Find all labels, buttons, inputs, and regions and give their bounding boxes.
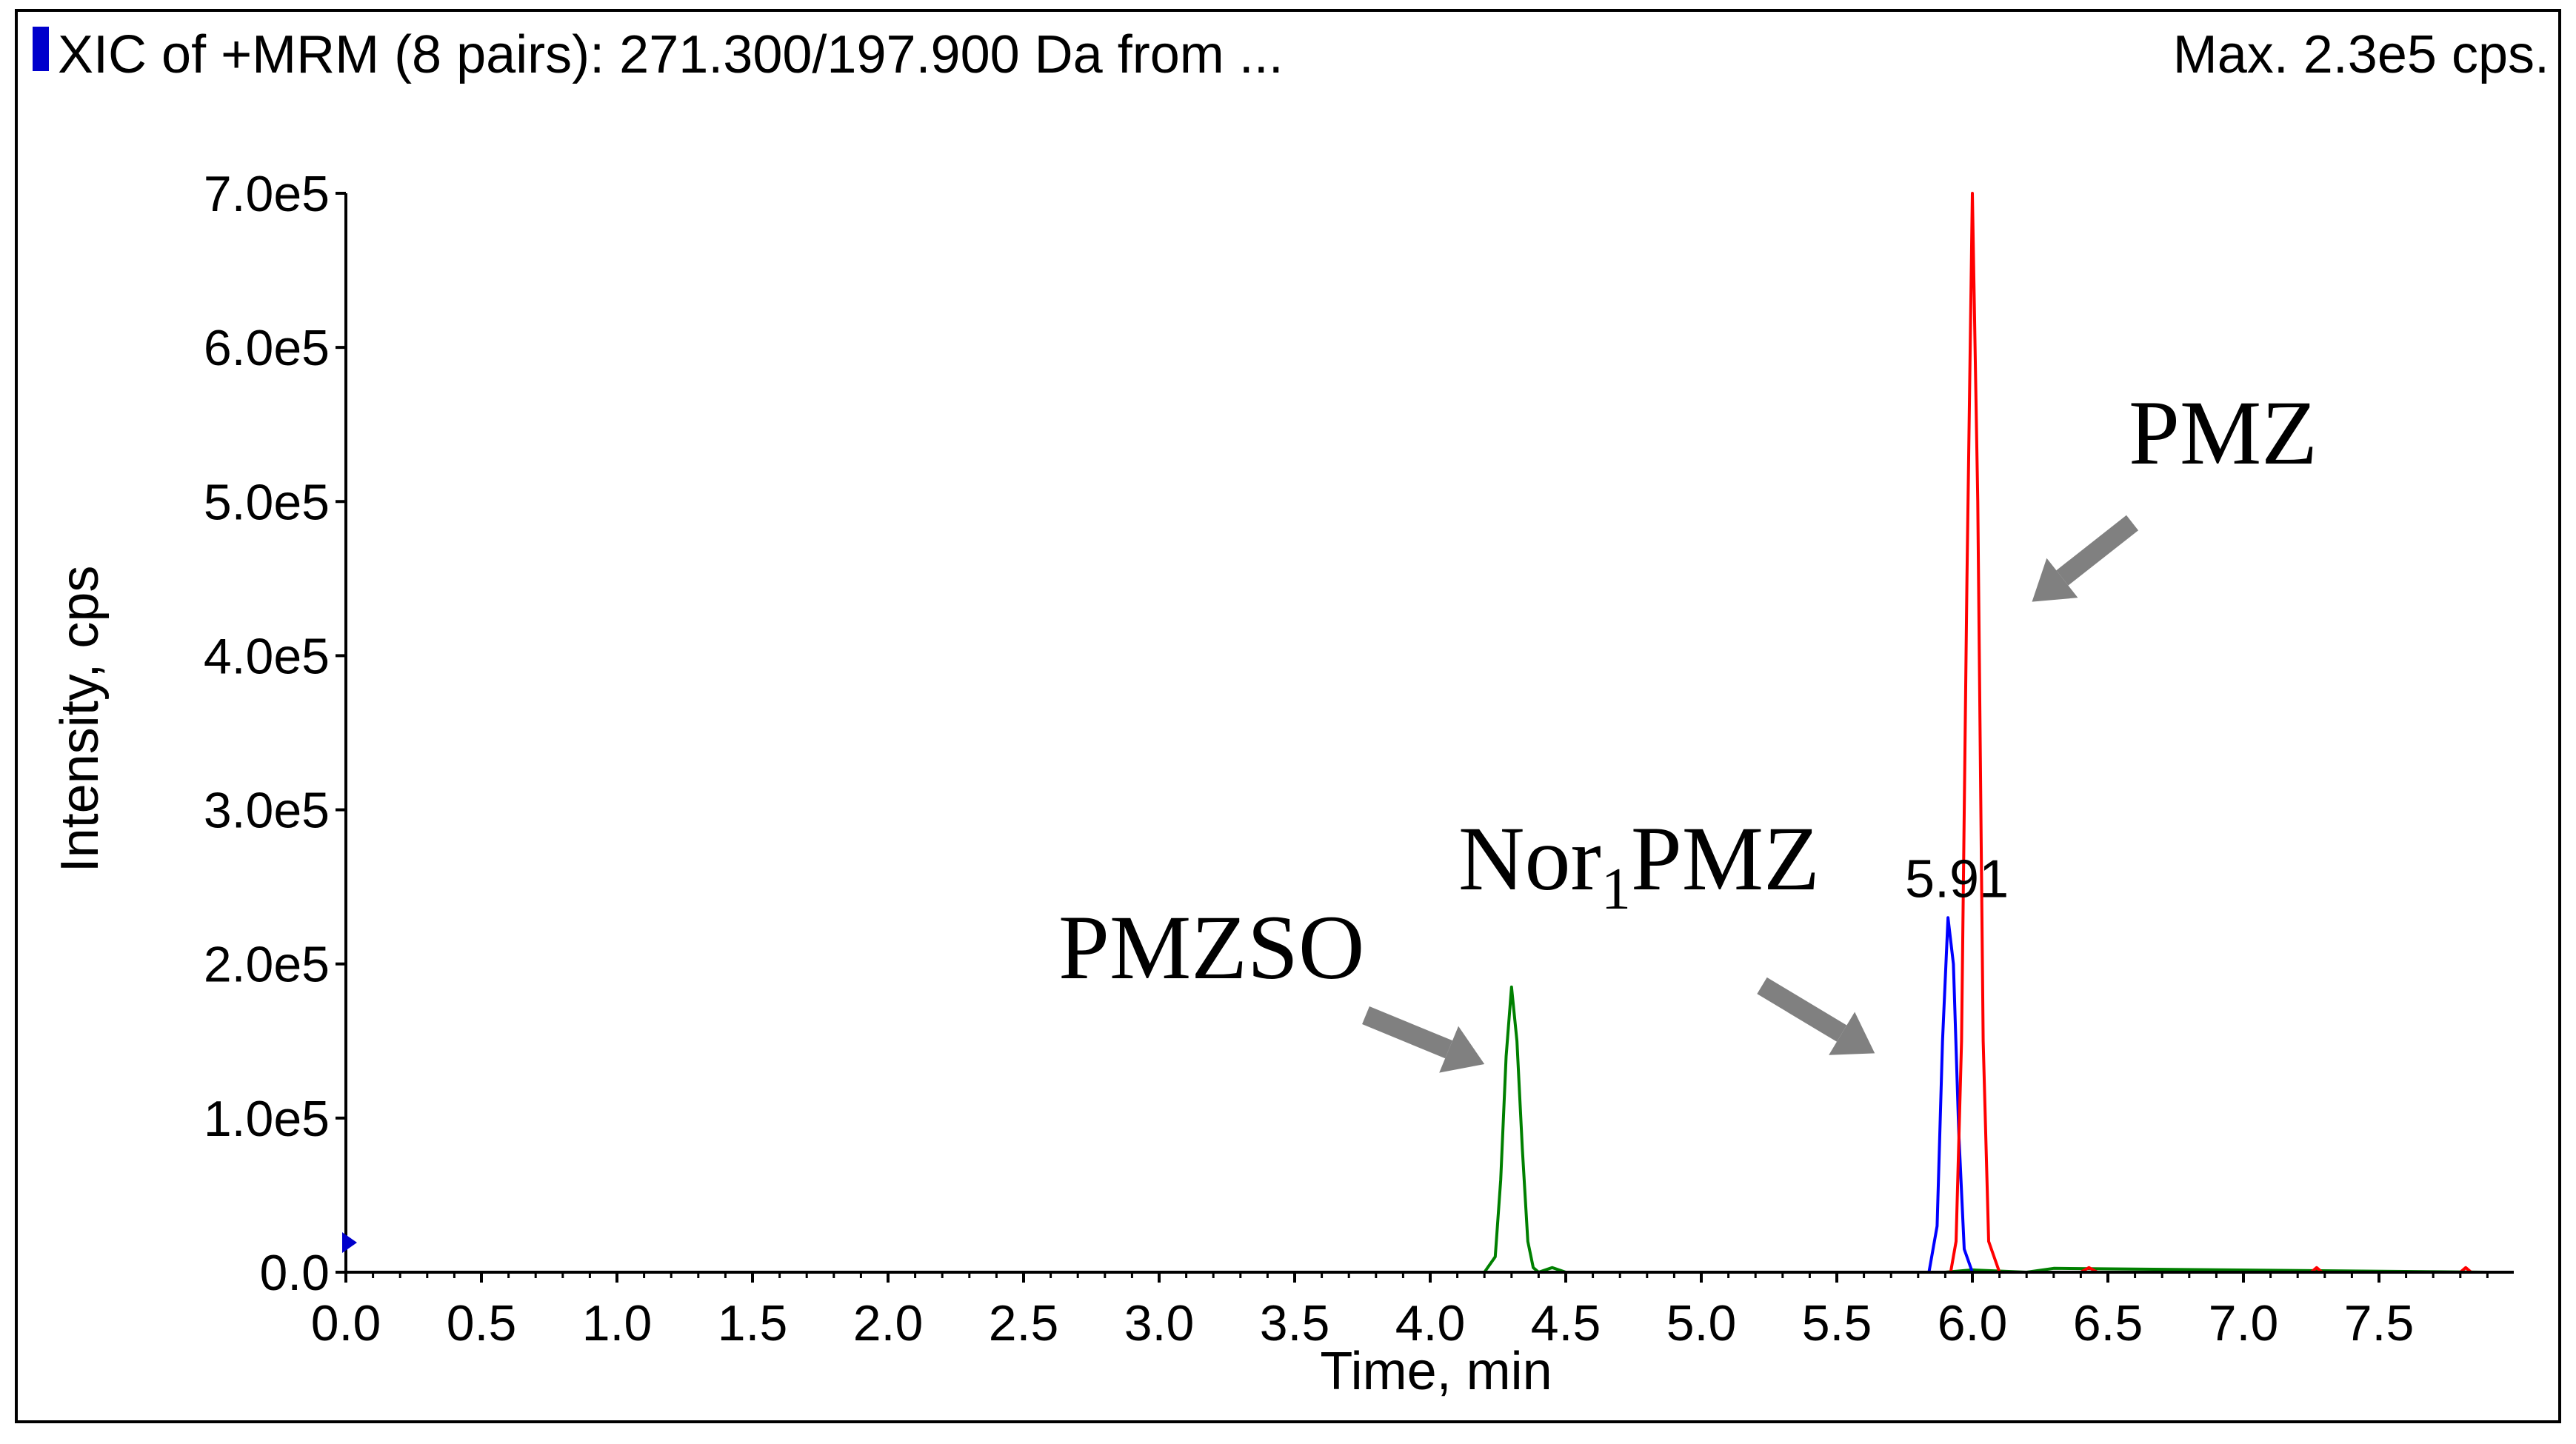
- y-tick-label: 0.0: [259, 1245, 330, 1301]
- origin-marker: [342, 1232, 357, 1253]
- x-tick-label: 5.5: [1802, 1295, 1872, 1351]
- x-tick-label: 2.5: [989, 1295, 1059, 1351]
- x-tick-label: 7.5: [2344, 1295, 2415, 1351]
- series-line-3: [346, 192, 2488, 1274]
- y-tick-label: 3.0e5: [204, 783, 330, 839]
- x-tick-label: 7.0: [2209, 1295, 2279, 1351]
- series-line-1: [346, 985, 2488, 1274]
- x-axis-label: Time, min: [1320, 1342, 1552, 1401]
- annotation-arrow-shaft: [1362, 1006, 1453, 1059]
- header-color-marker: [33, 27, 49, 71]
- series-line-2: [346, 916, 2488, 1274]
- y-tick-label: 2.0e5: [204, 937, 330, 993]
- x-tick-label: 5.0: [1666, 1295, 1737, 1351]
- annotation-arrow-shaft: [2056, 515, 2139, 586]
- annotation-arrow-head: [2032, 558, 2078, 602]
- annotation-arrow-head: [1829, 1012, 1875, 1055]
- y-axis-ticks: 0.0 1.0e5 2.0e5 3.0e5 4.0e5 5.0e5 6.0e5 7.0e5: [204, 166, 346, 1301]
- annotation-label: PMZSO: [1058, 897, 1364, 998]
- x-tick-label: 4.0: [1395, 1295, 1466, 1351]
- x-tick-label: 1.0: [582, 1295, 653, 1351]
- annotation-layer: 5.91 PMZSO Nor1PMZ PMZ: [1058, 382, 2318, 1073]
- x-axis-ticks: 0.0 0.5 1.0 1.5 2.0 2.5 3.0 3.5 4.0 4.5 5.0 5.5 6.0 6…: [311, 1272, 2489, 1351]
- x-tick-label: 3.0: [1124, 1295, 1195, 1351]
- annotation-arrow-shaft: [1757, 977, 1847, 1042]
- x-tick-label: 2.0: [853, 1295, 924, 1351]
- x-tick-label: 6.5: [2073, 1295, 2143, 1351]
- x-tick-label: 1.5: [718, 1295, 788, 1351]
- y-axis-label: Intensity, cps: [50, 566, 110, 873]
- y-tick-label: 4.0e5: [204, 628, 330, 684]
- header-max-label: Max. 2.3e5 cps.: [2173, 25, 2549, 84]
- x-tick-label: 0.5: [447, 1295, 517, 1351]
- series-layer: [346, 192, 2488, 1274]
- chart-svg: XIC of +MRM (8 pairs): 271.300/197.900 D…: [33, 25, 2549, 1401]
- annotation-label: Nor1PMZ: [1458, 808, 1820, 922]
- x-tick-label: 4.5: [1531, 1295, 1601, 1351]
- chart-frame: XIC of +MRM (8 pairs): 271.300/197.900 D…: [15, 9, 2561, 1423]
- header-title: XIC of +MRM (8 pairs): 271.300/197.900 D…: [58, 25, 1284, 84]
- y-tick-label: 6.0e5: [204, 320, 330, 376]
- y-tick-label: 5.0e5: [204, 474, 330, 530]
- annotation-label: PMZ: [2129, 382, 2318, 484]
- y-tick-label: 1.0e5: [204, 1091, 330, 1147]
- x-tick-label: 6.0: [1938, 1295, 2008, 1351]
- peak-label: 5.91: [1905, 849, 2009, 909]
- y-tick-label: 7.0e5: [204, 166, 330, 222]
- x-tick-label: 0.0: [311, 1295, 381, 1351]
- x-tick-label: 3.5: [1260, 1295, 1330, 1351]
- annotation-arrow-head: [1439, 1026, 1485, 1073]
